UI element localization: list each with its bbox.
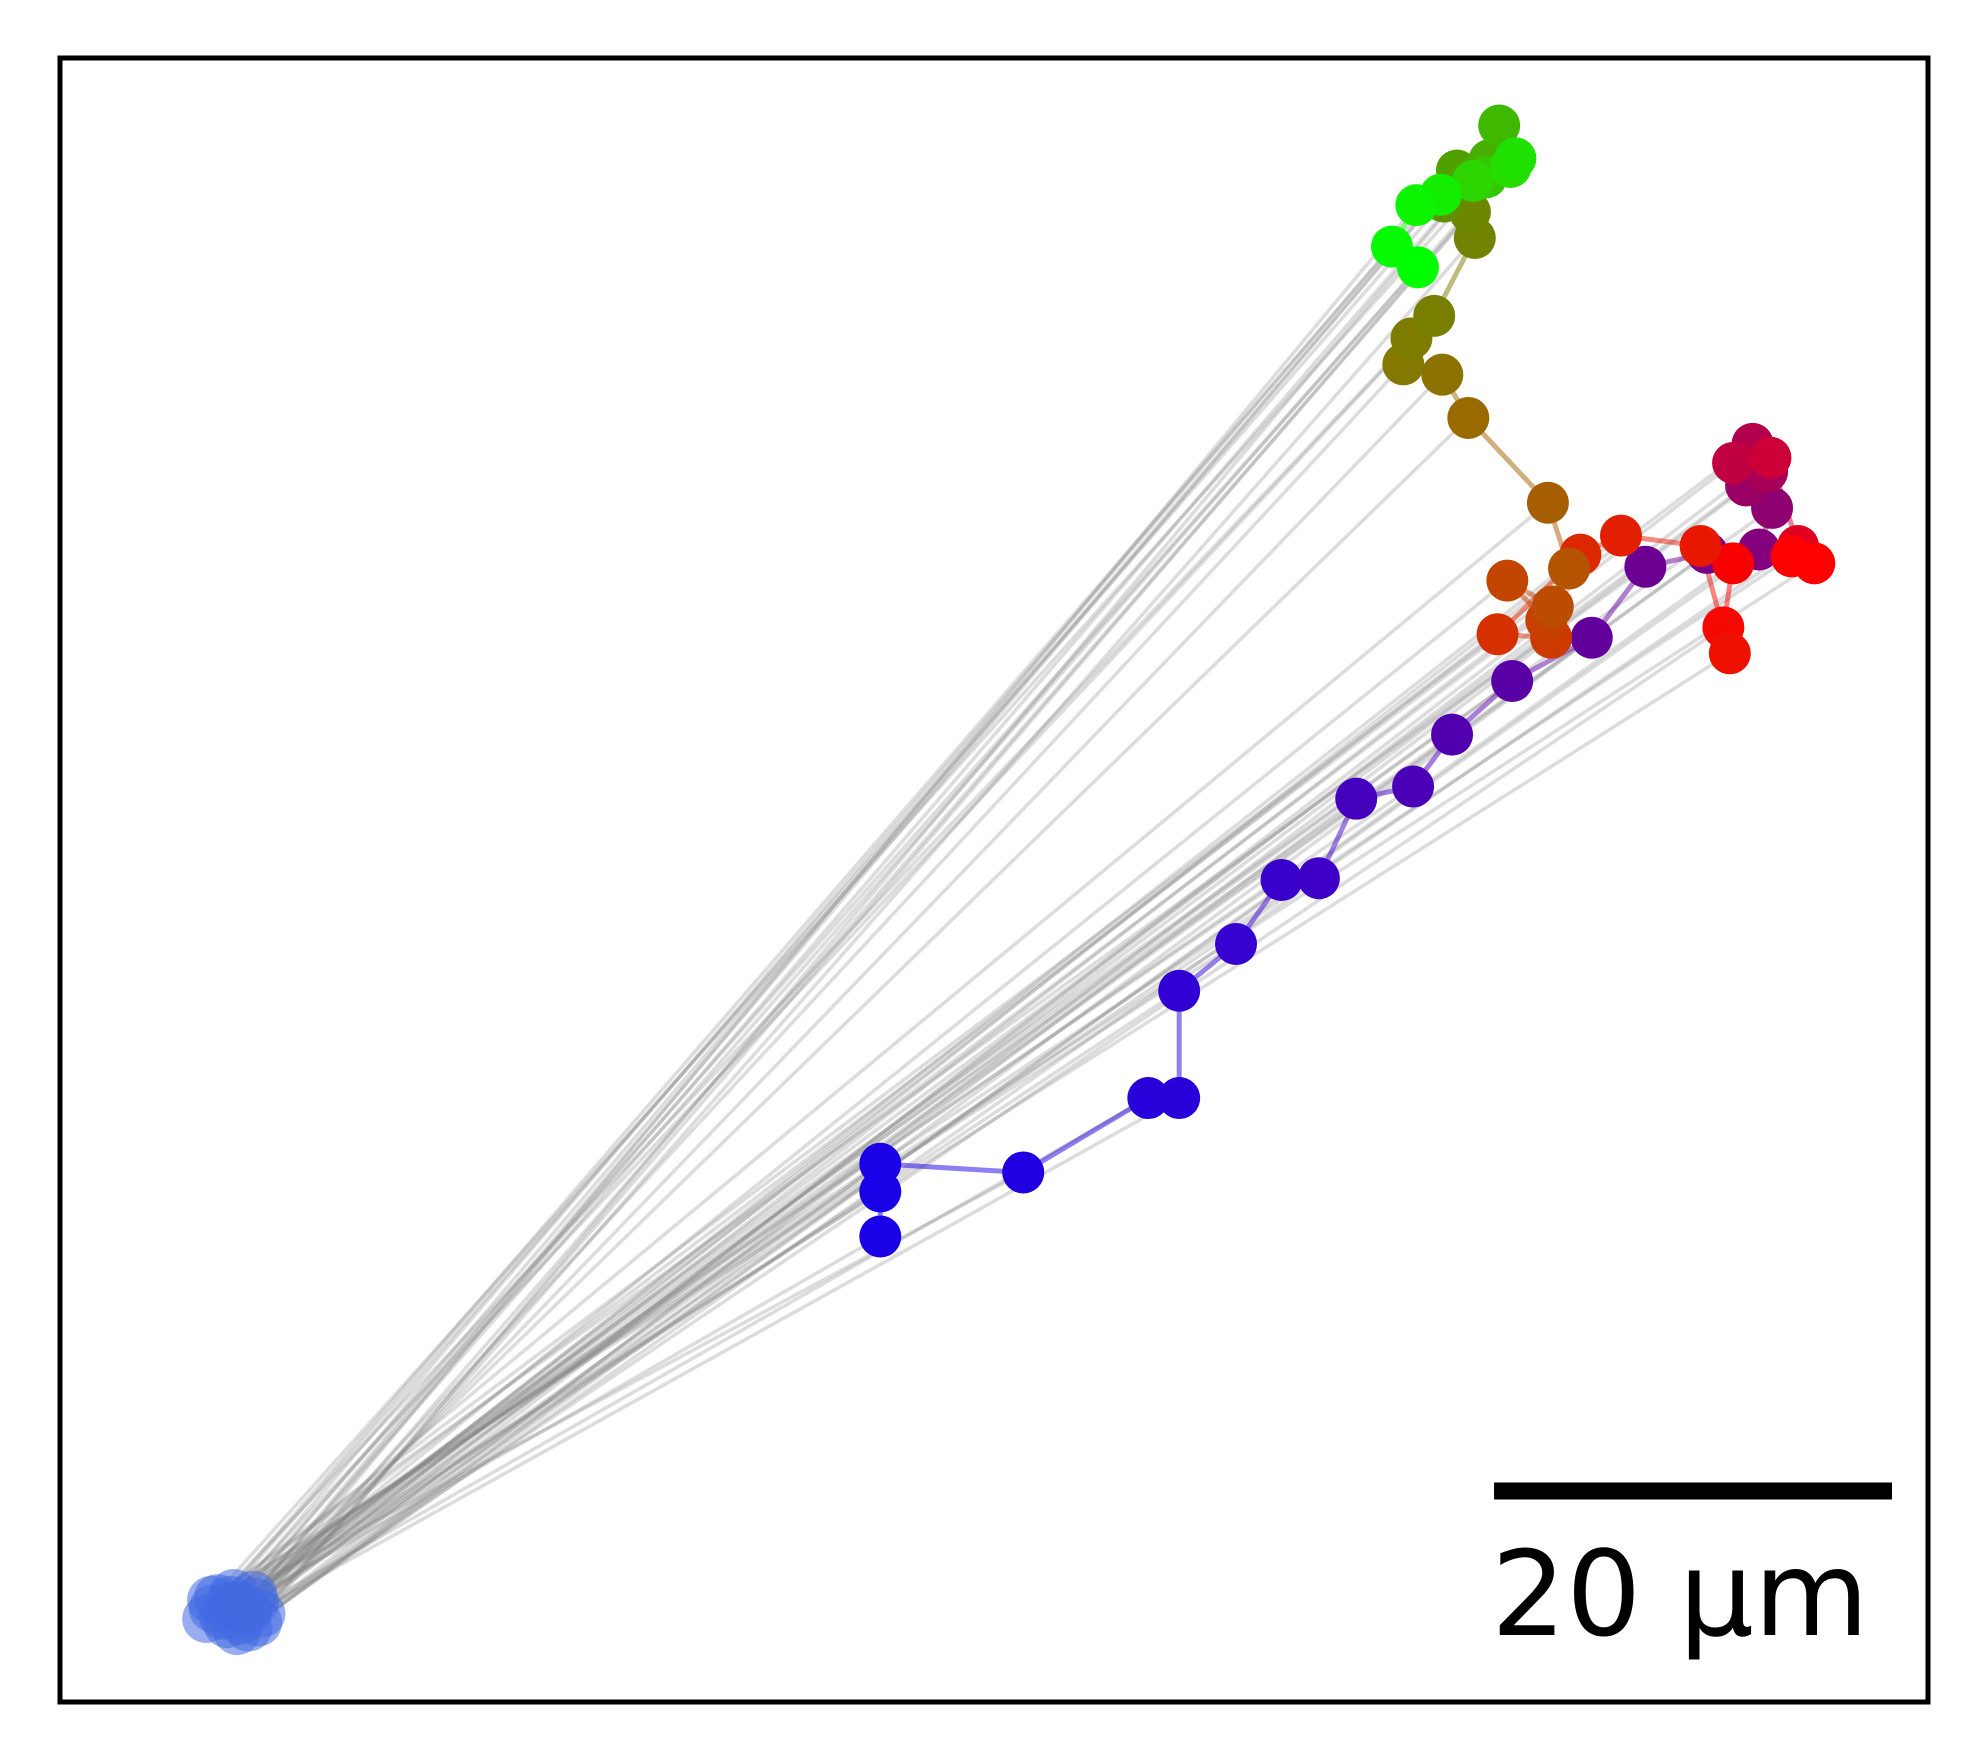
scale-bar-label: 20 µm (1491, 1525, 1869, 1663)
connector-line (216, 561, 1816, 1600)
trajectory-point (1002, 1151, 1045, 1194)
connector-line (239, 373, 1444, 1622)
connector-line (260, 210, 1472, 1615)
trajectory-point (1486, 559, 1529, 602)
trajectory-point (1770, 535, 1813, 578)
connector-line (232, 554, 1793, 1595)
trajectory-point (1395, 184, 1438, 227)
connector-line (232, 314, 1436, 1595)
connector-line (253, 363, 1405, 1603)
connector-line (209, 176, 1488, 1602)
connector-line (204, 200, 1446, 1621)
connector-line (253, 544, 1800, 1604)
connector-line (221, 1234, 882, 1617)
trajectory-point (859, 1215, 902, 1258)
connector-line (226, 1096, 1150, 1626)
connector-line (234, 193, 1443, 1607)
connector-line (236, 548, 1761, 1633)
connector-line (211, 501, 1550, 1610)
connector-line (229, 733, 1454, 1602)
connector-line (252, 534, 1623, 1597)
trajectory-point (1570, 616, 1613, 659)
trajectory-point (1491, 659, 1534, 702)
trajectory-point (1526, 481, 1569, 524)
trajectory-point (1712, 542, 1755, 585)
trajectory-point (1158, 1077, 1201, 1120)
trajectory-point (1158, 969, 1201, 1012)
trajectory-point (1297, 857, 1340, 900)
trajectory-point (1599, 514, 1642, 557)
trajectory-point (1679, 525, 1722, 568)
trajectory-point (1260, 859, 1303, 901)
trajectory-point (1749, 436, 1792, 479)
connector-line (252, 679, 1514, 1597)
origin-point (213, 1607, 262, 1656)
connector-line (253, 989, 1181, 1604)
connector-line (225, 266, 1420, 1626)
connector-line (247, 1162, 882, 1612)
trajectory-point (1624, 545, 1667, 588)
connector-line (247, 236, 1477, 1629)
connector-line (232, 878, 1283, 1595)
connector-line (235, 619, 1548, 1633)
trajectory-segment (877, 1161, 1026, 1175)
connector-line (210, 565, 1647, 1602)
connector-line (240, 124, 1501, 1608)
trajectory-point (1215, 923, 1258, 966)
trajectory-point (1127, 1077, 1170, 1120)
connector-line (205, 785, 1415, 1621)
connector-line (229, 169, 1459, 1602)
trajectory-point (1494, 137, 1537, 180)
trajectory-point (1431, 713, 1474, 756)
connector-line (234, 1190, 882, 1607)
trajectory-point (859, 1142, 902, 1185)
trajectory-point (1712, 441, 1755, 484)
trajectory-points (859, 104, 1836, 1258)
connector-line (226, 416, 1470, 1626)
connector-line (260, 625, 1725, 1616)
connector-line (205, 651, 1731, 1621)
connector-line (221, 579, 1509, 1617)
trajectory-point (1476, 613, 1519, 656)
connector-line (247, 876, 1320, 1630)
trajectory-point (1421, 353, 1464, 396)
trajectory-point (1392, 765, 1435, 808)
connector-line (210, 632, 1499, 1602)
trajectory-point (1447, 396, 1490, 439)
connector-line (235, 165, 1512, 1633)
trajectory-point (1478, 104, 1521, 147)
trajectory-point (1335, 777, 1378, 820)
connector-line (221, 157, 1517, 1617)
connector-line (247, 561, 1735, 1630)
trajectory-point (1413, 294, 1456, 337)
trajectory-point (1531, 585, 1574, 628)
connector-line (247, 203, 1418, 1612)
trajectory-point (1452, 159, 1495, 202)
connector-line (251, 158, 1491, 1596)
trajectory-segment (1020, 1095, 1151, 1175)
connector-line (247, 567, 1571, 1612)
connector-line (226, 461, 1735, 1626)
trajectory-point (1708, 632, 1751, 675)
connector-line (234, 605, 1554, 1607)
connector-line (260, 797, 1358, 1616)
connector-line (211, 245, 1394, 1610)
connector-line (256, 179, 1475, 1624)
trajectory-point (1396, 246, 1439, 289)
connector-line (216, 337, 1413, 1600)
origin-cluster (182, 1568, 286, 1656)
connector-line (240, 553, 1582, 1609)
connector-line (216, 942, 1237, 1600)
connector-line (239, 456, 1772, 1623)
trajectory-point (1548, 547, 1591, 590)
plot-frame (57, 55, 1931, 1705)
